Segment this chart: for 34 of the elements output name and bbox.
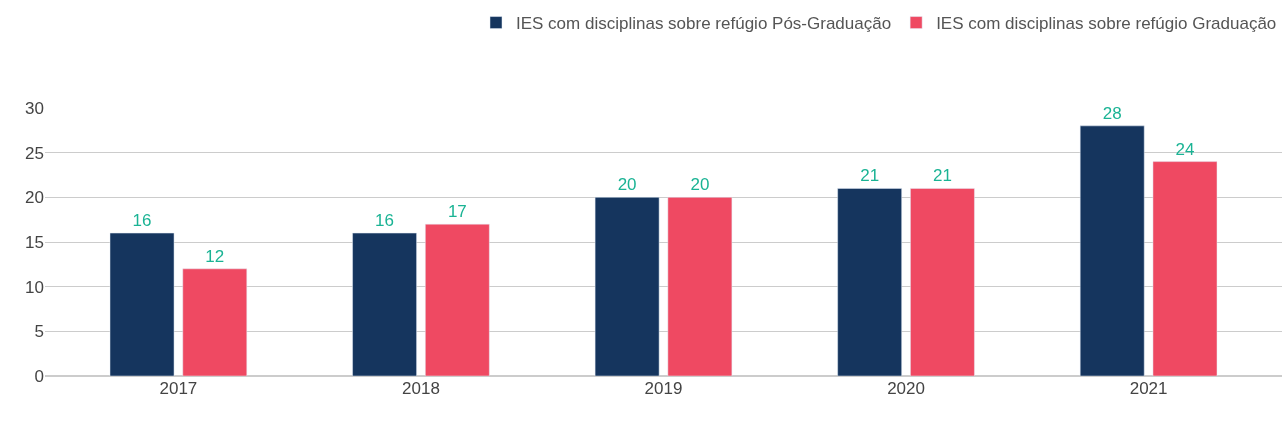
bar (837, 188, 902, 376)
bar (182, 268, 248, 376)
bar (425, 223, 490, 376)
y-tick-label: 15 (25, 232, 44, 252)
legend-label: IES com disciplinas sobre refúgio Graduação (936, 14, 1277, 34)
y-tick-label: 5 (34, 322, 44, 342)
data-label: 21 (932, 166, 952, 186)
bar (1079, 125, 1145, 376)
x-tick-label: 2019 (644, 379, 683, 398)
data-label: 12 (205, 246, 225, 266)
bar (109, 232, 175, 376)
data-label: 20 (617, 175, 637, 195)
x-tick-label: 2017 (159, 379, 198, 398)
legend-label: IES com disciplinas sobre refúgio Pós-Graduação (516, 14, 892, 34)
data-label: 17 (447, 202, 467, 222)
y-tick-label: 25 (25, 143, 44, 163)
x-tick-label: 2020 (887, 379, 925, 398)
y-tick-label: 10 (25, 277, 44, 297)
bar (910, 188, 975, 376)
x-tick-label: 2018 (402, 379, 440, 398)
data-label: 24 (1175, 139, 1195, 159)
bar (352, 232, 417, 376)
data-label: 28 (1102, 103, 1122, 123)
bar (1152, 161, 1218, 376)
bar (594, 197, 660, 376)
bar (667, 197, 733, 376)
y-tick-label: 30 (25, 98, 44, 118)
data-label: 16 (375, 211, 395, 231)
y-tick-label: 0 (34, 366, 44, 386)
y-tick-label: 20 (25, 188, 44, 208)
data-label: 16 (132, 211, 152, 231)
data-label: 20 (690, 175, 710, 195)
x-tick-label: 2021 (1129, 379, 1168, 398)
data-label: 21 (860, 166, 880, 186)
